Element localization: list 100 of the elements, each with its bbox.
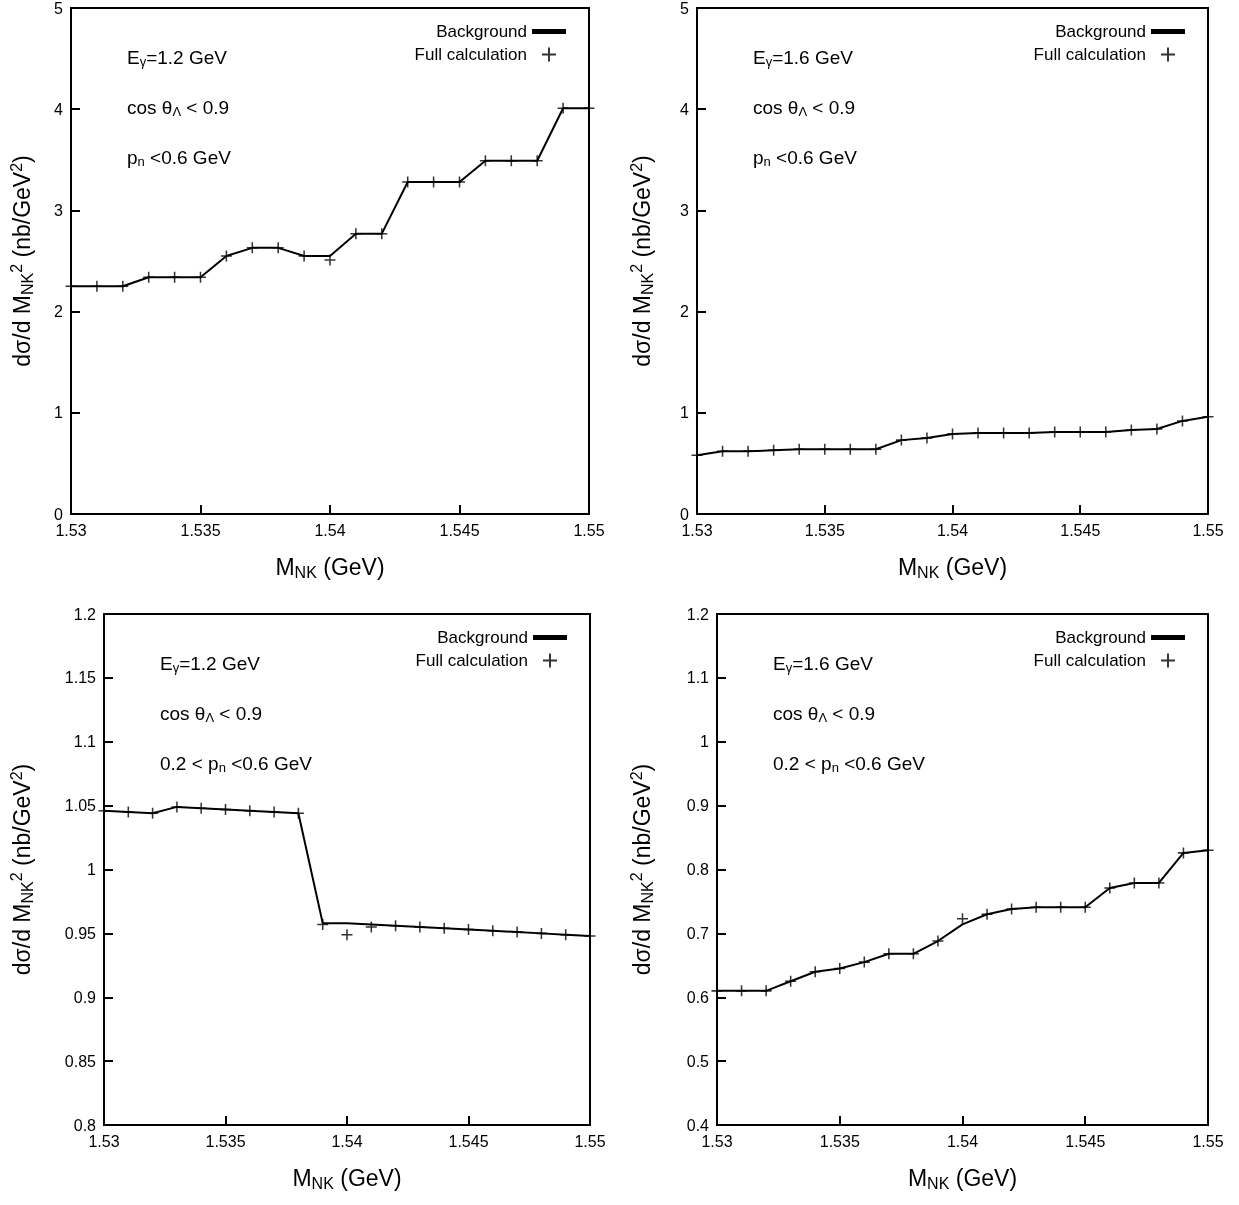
legend-label: Full calculation xyxy=(414,45,527,64)
point xyxy=(479,155,491,167)
x-tick-label: 1.545 xyxy=(1065,1132,1106,1150)
x-tick-label: 1.545 xyxy=(448,1132,489,1150)
y-tick-label: 1.1 xyxy=(73,733,97,751)
point xyxy=(220,250,232,262)
y-tick-label: 1.1 xyxy=(686,669,710,687)
y-tick-label: 0.7 xyxy=(686,924,710,942)
point xyxy=(809,966,821,978)
legend-label: Full calculation xyxy=(415,651,528,670)
point xyxy=(947,428,958,440)
point xyxy=(557,102,569,114)
x-tick-label: 1.53 xyxy=(701,1132,733,1150)
point xyxy=(742,445,754,457)
y-tick-label: 4 xyxy=(54,100,64,118)
point xyxy=(1055,901,1067,913)
y-tick-label: 0 xyxy=(680,505,690,523)
point xyxy=(793,443,805,455)
y-tick-label: 1 xyxy=(54,404,64,422)
point xyxy=(736,985,748,997)
y-tick-label: 0.8 xyxy=(73,1116,97,1134)
point xyxy=(531,155,543,167)
point xyxy=(246,242,258,254)
x-tick-label: 1.54 xyxy=(331,1132,363,1150)
x-tick-label: 1.53 xyxy=(88,1132,120,1150)
y-axis-title: dσ/d MNK2 (nb/GeV2) xyxy=(7,763,36,976)
y-tick-label: 0.9 xyxy=(686,797,710,815)
y-tick-label: 1.2 xyxy=(73,605,97,623)
x-tick-label: 1.545 xyxy=(1060,521,1101,539)
y-tick-label: 0.8 xyxy=(686,861,710,878)
point xyxy=(511,926,523,938)
y-axis-title: dσ/d MNK2 (nb/GeV2) xyxy=(627,763,656,976)
y-tick-label: 1 xyxy=(87,861,97,878)
point xyxy=(169,271,181,283)
legend-label: Background xyxy=(1055,22,1146,41)
y-tick-label: 3 xyxy=(54,201,64,219)
point xyxy=(1030,901,1042,913)
x-tick-label: 1.55 xyxy=(573,521,605,539)
point xyxy=(1006,903,1018,915)
point xyxy=(768,444,780,456)
legend-label: Background xyxy=(437,628,528,647)
point xyxy=(717,445,729,457)
point xyxy=(834,963,846,975)
point xyxy=(819,443,831,455)
y-tick-label: 1 xyxy=(680,404,690,422)
legend-label: Full calculation xyxy=(1033,651,1146,670)
legend-label: Background xyxy=(436,22,527,41)
point xyxy=(350,228,362,240)
x-tick-label: 1.55 xyxy=(1192,521,1224,539)
x-tick-label: 1.54 xyxy=(314,521,346,539)
point xyxy=(272,242,284,254)
y-tick-label: 2 xyxy=(54,303,64,321)
point xyxy=(244,805,256,817)
y-tick-label: 5 xyxy=(54,0,64,17)
point xyxy=(117,280,129,292)
point xyxy=(858,956,870,968)
point xyxy=(1176,415,1188,427)
point xyxy=(760,985,772,997)
x-tick-label: 1.535 xyxy=(180,521,221,539)
point xyxy=(143,271,155,283)
point xyxy=(921,432,933,444)
y-tick-label: 0.6 xyxy=(686,988,710,1006)
x-axis-title: MNK (GeV) xyxy=(292,1165,402,1192)
point xyxy=(844,443,856,455)
legend-label: Full calculation xyxy=(1033,45,1146,64)
point xyxy=(932,935,944,947)
point xyxy=(414,921,426,933)
x-tick-label: 1.535 xyxy=(205,1132,246,1150)
point xyxy=(1079,901,1091,913)
point xyxy=(883,948,895,960)
y-tick-label: 1 xyxy=(700,733,710,751)
x-axis-title: MNK (GeV) xyxy=(897,554,1008,581)
y-tick-label: 0.4 xyxy=(686,1116,710,1134)
point xyxy=(122,806,134,818)
y-tick-label: 0.9 xyxy=(73,988,97,1006)
point xyxy=(341,929,353,941)
y-tick-label: 1.15 xyxy=(64,669,97,687)
point xyxy=(1104,882,1116,894)
x-tick-label: 1.55 xyxy=(574,1132,606,1150)
y-axis-title: dσ/d MNK2 (nb/GeV2) xyxy=(7,155,36,367)
point xyxy=(981,908,993,920)
x-tick-label: 1.54 xyxy=(936,521,969,539)
x-tick-label: 1.545 xyxy=(439,521,480,539)
x-tick-label: 1.54 xyxy=(946,1132,979,1150)
y-tick-label: 0.95 xyxy=(64,924,97,942)
y-tick-label: 1.05 xyxy=(64,797,97,815)
point xyxy=(268,806,280,818)
y-tick-label: 4 xyxy=(680,100,690,118)
point xyxy=(1177,847,1189,859)
x-axis-title: MNK (GeV) xyxy=(907,1165,1018,1192)
point xyxy=(1125,424,1137,436)
x-tick-label: 1.535 xyxy=(804,521,845,539)
y-tick-label: 0.85 xyxy=(64,1052,97,1070)
point xyxy=(91,280,103,292)
point xyxy=(895,434,907,446)
legend-label: Background xyxy=(1055,628,1146,647)
y-tick-label: 3 xyxy=(680,201,690,219)
x-tick-label: 1.53 xyxy=(55,521,87,539)
point xyxy=(376,228,388,240)
point xyxy=(365,921,377,933)
